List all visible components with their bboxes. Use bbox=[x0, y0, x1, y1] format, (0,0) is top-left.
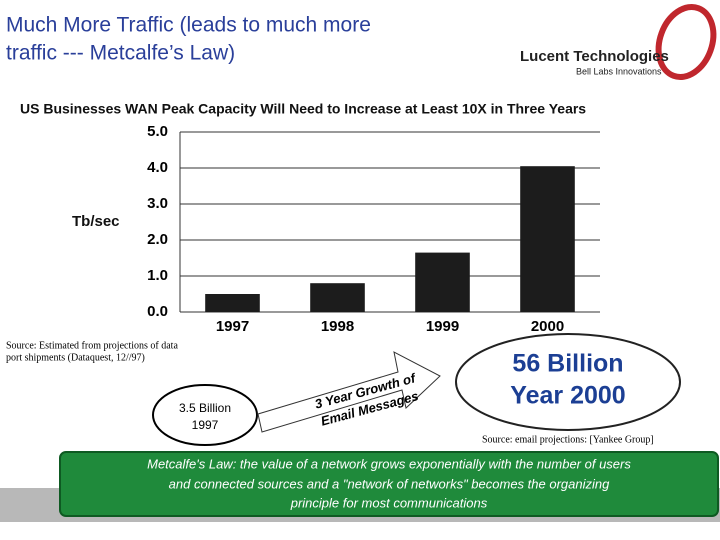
logo-tagline: Bell Labs Innovations bbox=[576, 66, 662, 76]
metcalfe-text: and connected sources and a "network of … bbox=[169, 476, 610, 491]
x-tick-label: 1997 bbox=[216, 318, 249, 335]
chart: 0.0 1.0 2.0 3.0 4.0 5.0 1997 1998 1999 2000 bbox=[147, 123, 600, 335]
y-tick-label: 0.0 bbox=[147, 303, 168, 320]
growth-arrow bbox=[257, 351, 441, 433]
y-tick-label: 5.0 bbox=[147, 123, 168, 140]
chart-title: US Businesses WAN Peak Capacity Will Nee… bbox=[20, 101, 586, 117]
bar bbox=[520, 166, 575, 312]
x-tick-label: 1999 bbox=[426, 318, 459, 335]
logo-name: Lucent Technologies bbox=[520, 48, 669, 65]
oval-text: 56 Billion bbox=[512, 350, 623, 378]
oval-text: Year 2000 bbox=[510, 382, 625, 410]
bar bbox=[310, 283, 365, 312]
y-tick-label: 1.0 bbox=[147, 267, 168, 284]
oval-1997 bbox=[152, 384, 258, 446]
x-tick-label: 2000 bbox=[531, 318, 564, 335]
metcalfe-box bbox=[59, 451, 719, 517]
source-note: Source: Estimated from projections of da… bbox=[6, 340, 178, 351]
logo-ring bbox=[655, 4, 717, 80]
oval-text: 3.5 Billion bbox=[179, 401, 231, 415]
oval-2000 bbox=[455, 333, 681, 431]
slide-title: Much More Traffic (leads to much more bbox=[6, 14, 371, 37]
y-tick-label: 2.0 bbox=[147, 231, 168, 248]
metcalfe-text: Metcalfe's Law: the value of a network g… bbox=[147, 456, 631, 471]
bar bbox=[415, 252, 470, 312]
metcalfe-text: principle for most communications bbox=[290, 495, 488, 510]
oval-text: 1997 bbox=[192, 418, 219, 432]
source-note: Source: email projections: [Yankee Group… bbox=[482, 434, 654, 445]
y-axis-label: Tb/sec bbox=[72, 213, 120, 230]
y-tick-label: 4.0 bbox=[147, 159, 168, 176]
y-tick-label: 3.0 bbox=[147, 195, 168, 212]
x-tick-label: 1998 bbox=[321, 318, 354, 335]
bar bbox=[205, 294, 260, 312]
slide-title: traffic --- Metcalfe’s Law) bbox=[6, 42, 235, 65]
source-note: port shipments (Dataquest, 12//97) bbox=[6, 352, 145, 363]
